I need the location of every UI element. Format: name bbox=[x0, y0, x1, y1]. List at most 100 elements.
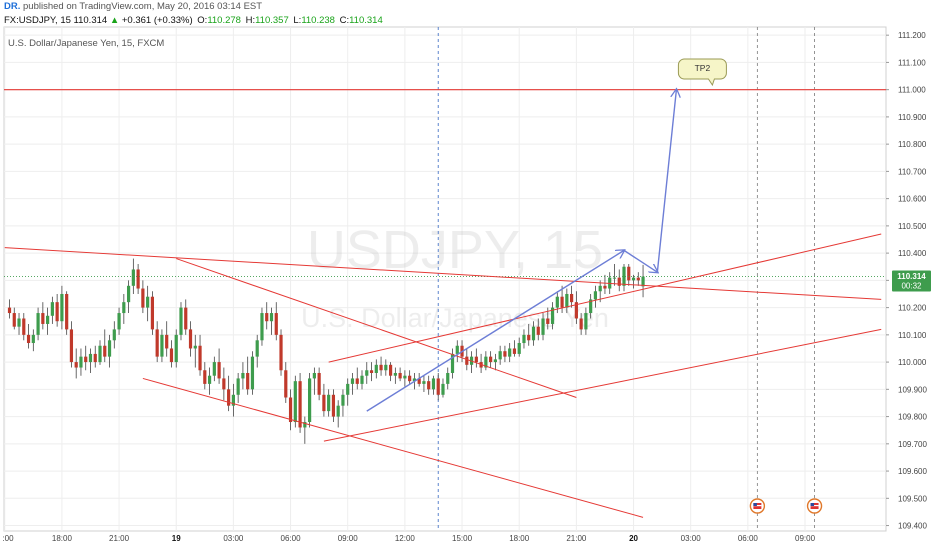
candle bbox=[584, 307, 588, 335]
candle-body bbox=[117, 313, 121, 330]
projection-arrow bbox=[366, 250, 624, 412]
candle bbox=[203, 362, 207, 390]
candle bbox=[269, 307, 274, 335]
candle bbox=[322, 383, 326, 417]
candle bbox=[317, 367, 321, 401]
candle-body bbox=[422, 381, 426, 384]
candle-body bbox=[146, 296, 150, 308]
open-value: 110.278 bbox=[207, 15, 241, 26]
candle-body bbox=[265, 313, 269, 322]
price-tick-label: 110.200 bbox=[898, 304, 927, 313]
time-axis: :00 18:00 21:00 19 03:00 06:00 09:00 12:00 15:00… bbox=[2, 534, 815, 543]
candle bbox=[227, 375, 231, 412]
candle-body bbox=[84, 356, 88, 363]
candle bbox=[141, 280, 145, 314]
candle bbox=[12, 307, 16, 330]
candle bbox=[436, 372, 440, 401]
candle-body bbox=[107, 340, 112, 357]
price-tick-label: 111.200 bbox=[898, 31, 926, 40]
event-marker[interactable] bbox=[749, 498, 766, 514]
candle-body bbox=[279, 334, 283, 371]
candle-body bbox=[603, 285, 607, 289]
candle bbox=[408, 370, 412, 384]
candle-body bbox=[112, 329, 116, 341]
open-label: O: bbox=[197, 15, 208, 26]
candle bbox=[222, 367, 226, 401]
candle bbox=[541, 313, 545, 341]
time-tick-label: 06:00 bbox=[281, 534, 302, 543]
candle-body bbox=[155, 329, 159, 357]
candle-body bbox=[584, 313, 588, 330]
candle bbox=[136, 264, 140, 294]
candle-body bbox=[355, 378, 359, 384]
candle bbox=[536, 318, 540, 341]
candle-body bbox=[388, 364, 393, 376]
candle-body bbox=[288, 397, 293, 423]
candle-body bbox=[570, 293, 574, 303]
symbol-label[interactable]: FX:USDJPY, 15 bbox=[4, 15, 71, 26]
candle bbox=[327, 389, 331, 417]
candle bbox=[627, 264, 631, 286]
candle-body bbox=[508, 348, 512, 357]
candle bbox=[284, 362, 288, 403]
time-tick-label: 03:00 bbox=[223, 534, 244, 543]
candle bbox=[169, 340, 174, 368]
candle-body bbox=[179, 307, 183, 335]
price-tick-label: 110.000 bbox=[898, 358, 927, 367]
price-tick-label: 110.400 bbox=[898, 249, 927, 258]
candle-body bbox=[436, 378, 440, 395]
candle-body bbox=[184, 307, 188, 330]
candle bbox=[512, 340, 517, 357]
candle bbox=[88, 348, 93, 373]
candle bbox=[603, 274, 607, 294]
candle-body bbox=[160, 334, 164, 357]
candle-body bbox=[493, 359, 497, 363]
candle bbox=[570, 285, 574, 308]
author-name[interactable]: DR. bbox=[4, 1, 21, 12]
candle bbox=[260, 307, 264, 346]
candle-body bbox=[236, 378, 240, 395]
candle-body bbox=[241, 372, 245, 379]
candle-body bbox=[450, 353, 455, 373]
candle bbox=[22, 313, 26, 341]
candle bbox=[398, 367, 402, 382]
candle bbox=[346, 378, 350, 406]
candle bbox=[517, 337, 521, 357]
candle bbox=[369, 362, 374, 382]
candle bbox=[26, 323, 31, 349]
candle-body bbox=[79, 356, 83, 368]
candle-body bbox=[641, 276, 645, 287]
candle-body bbox=[17, 318, 21, 327]
projection-arrow bbox=[623, 249, 657, 272]
candle-body bbox=[579, 318, 583, 330]
candle-body bbox=[74, 362, 78, 368]
candle-body bbox=[55, 302, 59, 322]
candle-body bbox=[350, 378, 355, 384]
price-tick-label: 109.900 bbox=[898, 385, 927, 394]
candle-body bbox=[193, 345, 197, 349]
candle bbox=[207, 367, 212, 395]
flag-canton bbox=[810, 503, 815, 506]
candle-body bbox=[174, 334, 178, 363]
candle-body bbox=[441, 383, 445, 395]
price-tick-label: 111.100 bbox=[898, 58, 926, 67]
candle bbox=[193, 334, 197, 368]
candle bbox=[7, 299, 12, 319]
tp2-label: TP2 bbox=[695, 63, 711, 73]
candle bbox=[241, 362, 245, 390]
candle-body bbox=[427, 381, 431, 390]
candle bbox=[126, 280, 131, 314]
candle-body bbox=[222, 378, 226, 390]
event-marker[interactable] bbox=[806, 498, 823, 514]
candle bbox=[198, 334, 202, 376]
low-label: L: bbox=[293, 15, 302, 26]
projection-arrow bbox=[656, 90, 676, 273]
candle-body bbox=[489, 356, 493, 363]
candle-body bbox=[627, 266, 631, 281]
candle bbox=[589, 293, 593, 319]
candle-body bbox=[446, 372, 450, 384]
candle bbox=[93, 345, 97, 368]
candle bbox=[360, 370, 364, 390]
candle-body bbox=[217, 362, 221, 379]
